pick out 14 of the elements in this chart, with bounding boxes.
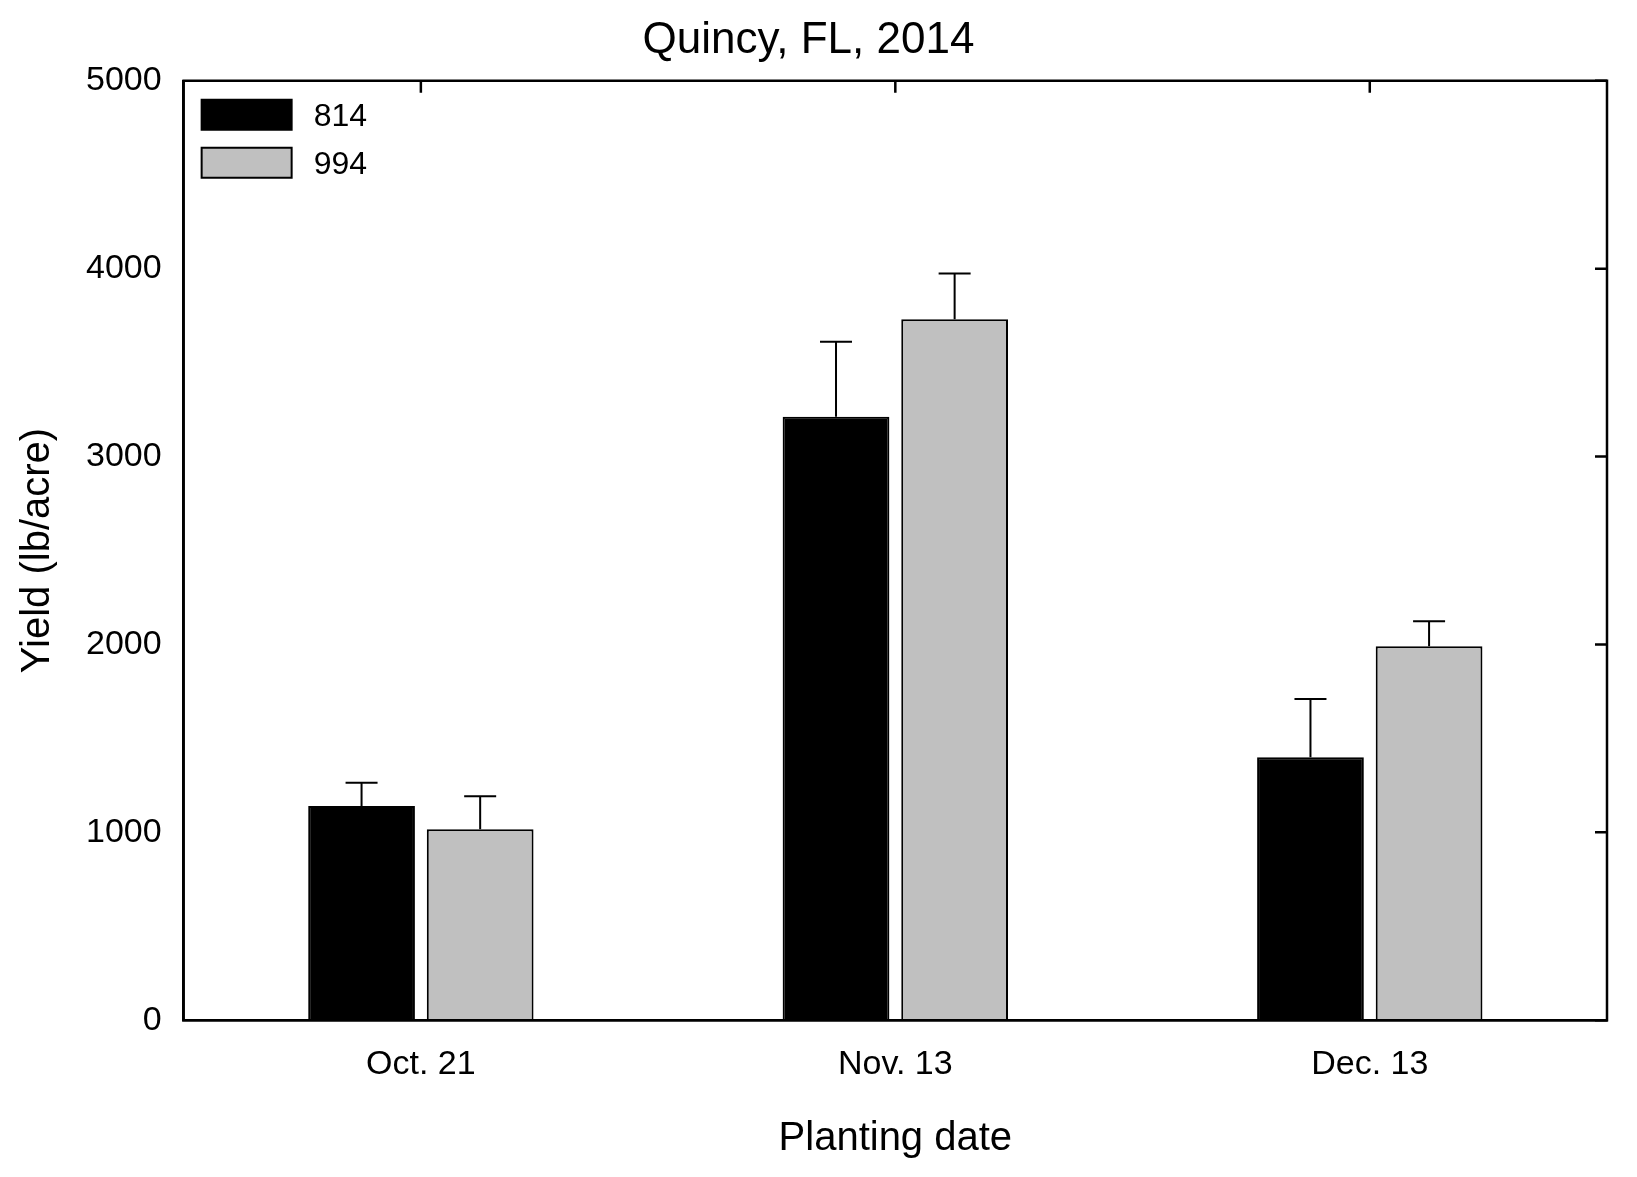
y-tick-label: 5000	[86, 59, 162, 98]
x-tick-label: Dec. 13	[1311, 1042, 1429, 1081]
chart-title: Quincy, FL, 2014	[642, 12, 975, 62]
x-tick-label: Oct. 21	[366, 1042, 476, 1081]
x-axis-title: Planting date	[778, 1114, 1013, 1159]
y-tick-label: 4000	[86, 247, 162, 286]
legend-label: 814	[313, 96, 368, 133]
y-tick-label: 2000	[86, 622, 162, 661]
legend-label: 994	[313, 144, 368, 181]
y-tick-label: 0	[142, 998, 162, 1037]
y-tick-label: 3000	[86, 434, 162, 473]
y-tick-label: 1000	[86, 810, 162, 849]
x-tick-label: Nov. 13	[837, 1042, 953, 1081]
y-axis-title: Yield (lb/acre)	[13, 427, 58, 674]
